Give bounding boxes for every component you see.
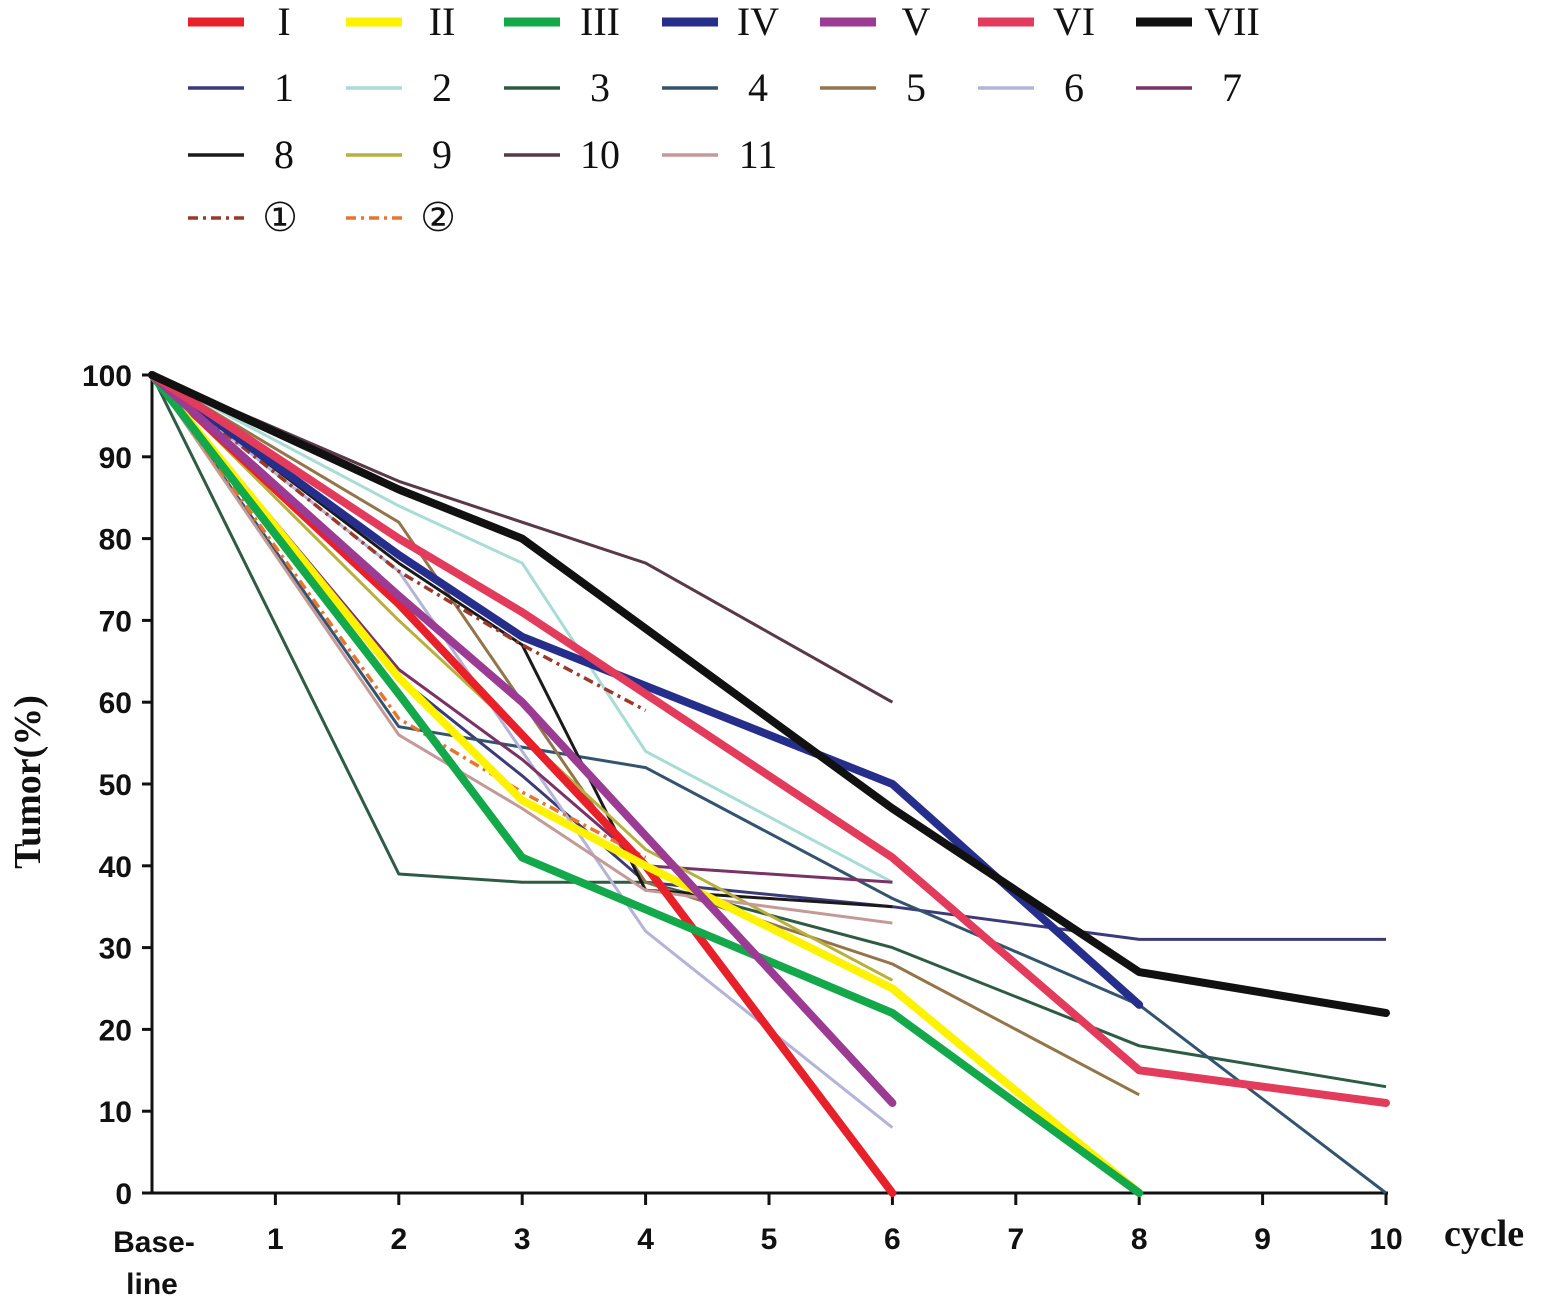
- x-tick-label: 3: [514, 1223, 531, 1256]
- y-tick-label: 0: [115, 1178, 132, 1211]
- y-tick-label: 60: [99, 687, 132, 720]
- x-tick-label: 2: [390, 1223, 407, 1256]
- legend-label: 4: [748, 65, 768, 110]
- legend-item-3: III: [504, 0, 620, 44]
- legend-item-11: 4: [662, 65, 768, 110]
- legend-label: 10: [580, 132, 620, 177]
- legend-label: 9: [432, 132, 452, 177]
- legend-item-16: 9: [346, 132, 452, 177]
- series-line-13: [151, 373, 894, 1129]
- series-line-9: [151, 373, 894, 884]
- series-line-20: [150, 373, 647, 860]
- legend-item-13: 6: [978, 65, 1084, 110]
- y-tick-label: 100: [82, 360, 132, 393]
- series-line-18: [150, 374, 893, 925]
- legend-label: 7: [1222, 65, 1242, 110]
- legend-item-17: 10: [504, 132, 620, 177]
- legend-label: 11: [739, 132, 778, 177]
- x-tick-label: 10: [1369, 1223, 1402, 1256]
- legend-label: II: [429, 0, 456, 44]
- x-tick-label: 5: [761, 1223, 778, 1256]
- legend-item-8: 1: [188, 65, 294, 110]
- x-tick-label-baseline-2: line: [126, 1268, 178, 1301]
- axes: 0 10 20 30 40 50 60 70 80 90 100 1 2 3 4 5 6 7 8 9 10 Tumor…: [7, 360, 1524, 1301]
- legend-label: IV: [737, 0, 779, 44]
- x-axis-title: cycle: [1444, 1213, 1524, 1255]
- y-tick-label: 90: [99, 442, 132, 475]
- legend-label: 2: [432, 65, 452, 110]
- legend-label: ①: [262, 195, 298, 240]
- legend-label: III: [580, 0, 620, 44]
- legend-item-6: VI: [978, 0, 1095, 44]
- legend-label: 3: [590, 65, 610, 110]
- legend-label: I: [277, 0, 290, 44]
- legend-item-15: 8: [188, 132, 294, 177]
- y-tick-label: 70: [99, 605, 132, 638]
- x-tick-label: 7: [1007, 1223, 1024, 1256]
- series-line-3: [148, 371, 1144, 1197]
- y-tick-label: 40: [99, 851, 132, 884]
- legend-item-19: ①: [188, 195, 298, 240]
- legend-item-12: 5: [820, 65, 926, 110]
- legend-item-5: V: [820, 0, 931, 44]
- y-tick-label: 80: [99, 524, 132, 557]
- y-tick-label: 50: [99, 769, 132, 802]
- legend-label: VI: [1053, 0, 1095, 44]
- legend-item-10: 3: [504, 65, 610, 110]
- series-line-7: [148, 371, 1390, 1017]
- series-line-12: [151, 373, 1140, 1097]
- y-tick-label: 10: [99, 1096, 132, 1129]
- x-tick-label: 9: [1254, 1223, 1271, 1256]
- legend-item-1: I: [188, 0, 291, 44]
- legend-label: 6: [1064, 65, 1084, 110]
- y-axis-title: Tumor(%): [7, 695, 49, 869]
- series-line-11: [150, 374, 1387, 1195]
- legend-label: 8: [274, 132, 294, 177]
- y-tick-label: 20: [99, 1014, 132, 1047]
- x-tick-label: 4: [637, 1223, 654, 1256]
- x-tick-label: 6: [884, 1223, 901, 1256]
- y-tick-label: 30: [99, 933, 132, 966]
- legend-item-7: VII: [1136, 0, 1260, 44]
- legend-item-9: 2: [346, 65, 452, 110]
- legend-item-20: ②: [346, 195, 456, 240]
- series-line-6: [148, 371, 1390, 1107]
- legend-item-18: 11: [662, 132, 777, 177]
- legend-label: 1: [274, 65, 294, 110]
- series-line-5: [148, 371, 897, 1107]
- y-ticks: 0 10 20 30 40 50 60 70 80 90 100: [82, 360, 152, 1211]
- legend-item-14: 7: [1136, 65, 1242, 110]
- legend-label: ②: [420, 195, 456, 240]
- series-line-4: [148, 371, 1144, 1009]
- series-lines: [148, 371, 1390, 1197]
- legend-label: VII: [1204, 0, 1260, 44]
- legend-label: V: [902, 0, 931, 44]
- legend-item-2: II: [346, 0, 455, 44]
- x-tick-label: 8: [1131, 1223, 1148, 1256]
- series-line-2: [148, 371, 1144, 1197]
- series-line-15: [151, 373, 893, 909]
- legend-label: 5: [906, 65, 926, 110]
- series-line-16: [150, 373, 894, 982]
- x-tick-label: 1: [267, 1223, 284, 1256]
- x-ticks: 1 2 3 4 5 6 7 8 9 10: [267, 1193, 1403, 1256]
- x-tick-label-baseline-1: Base-: [113, 1226, 195, 1259]
- legend-item-4: IV: [662, 0, 779, 44]
